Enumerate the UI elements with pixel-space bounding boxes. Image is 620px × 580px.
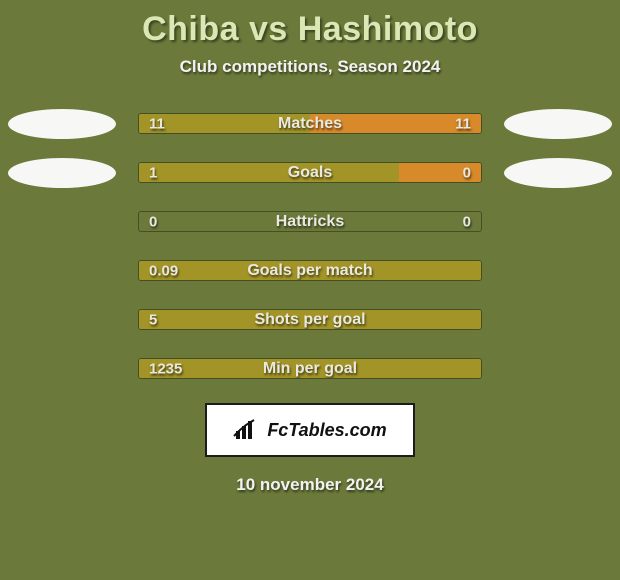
page-subtitle: Club competitions, Season 2024: [180, 57, 441, 77]
stat-bar: 0.09Goals per match: [138, 260, 482, 281]
stat-value-left: 11: [149, 115, 165, 132]
stat-value-left: 0.09: [149, 262, 178, 279]
stats-container: 1111Matches10Goals00Hattricks0.09Goals p…: [0, 113, 620, 379]
side-ellipse-left: [8, 109, 116, 139]
page-title: Chiba vs Hashimoto: [142, 10, 478, 49]
stat-fill-left: [139, 261, 481, 280]
logo-text: FcTables.com: [267, 420, 386, 441]
stat-row: 1111Matches: [0, 113, 620, 134]
stat-bar: 10Goals: [138, 162, 482, 183]
side-ellipse-left: [8, 158, 116, 188]
fctables-logo: FcTables.com: [205, 403, 415, 457]
stat-row: 1235Min per goal: [0, 358, 620, 379]
stat-value-left: 5: [149, 311, 157, 328]
stat-fill-left: [139, 310, 481, 329]
stat-row: 10Goals: [0, 162, 620, 183]
bar-chart-icon: [233, 419, 261, 441]
stat-row: 0.09Goals per match: [0, 260, 620, 281]
side-ellipse-right: [504, 158, 612, 188]
stat-value-left: 1: [149, 164, 157, 181]
stat-bar: 5Shots per goal: [138, 309, 482, 330]
stat-value-left: 0: [149, 213, 157, 230]
stat-value-right: 0: [463, 213, 471, 230]
stat-fill-left: [139, 359, 481, 378]
stat-row: 5Shots per goal: [0, 309, 620, 330]
date-text: 10 november 2024: [236, 475, 383, 495]
stat-value-left: 1235: [149, 360, 182, 377]
stat-row: 0 0Hattricks: [0, 211, 620, 232]
stat-bar: 1111Matches: [138, 113, 482, 134]
stat-fill-left: [139, 163, 399, 182]
stat-bar: 1235Min per goal: [138, 358, 482, 379]
stat-bar: 0 0Hattricks: [138, 211, 482, 232]
stat-label: Hattricks: [139, 213, 481, 231]
stat-value-right: 0: [463, 164, 471, 181]
stat-value-right: 11: [455, 115, 471, 132]
side-ellipse-right: [504, 109, 612, 139]
